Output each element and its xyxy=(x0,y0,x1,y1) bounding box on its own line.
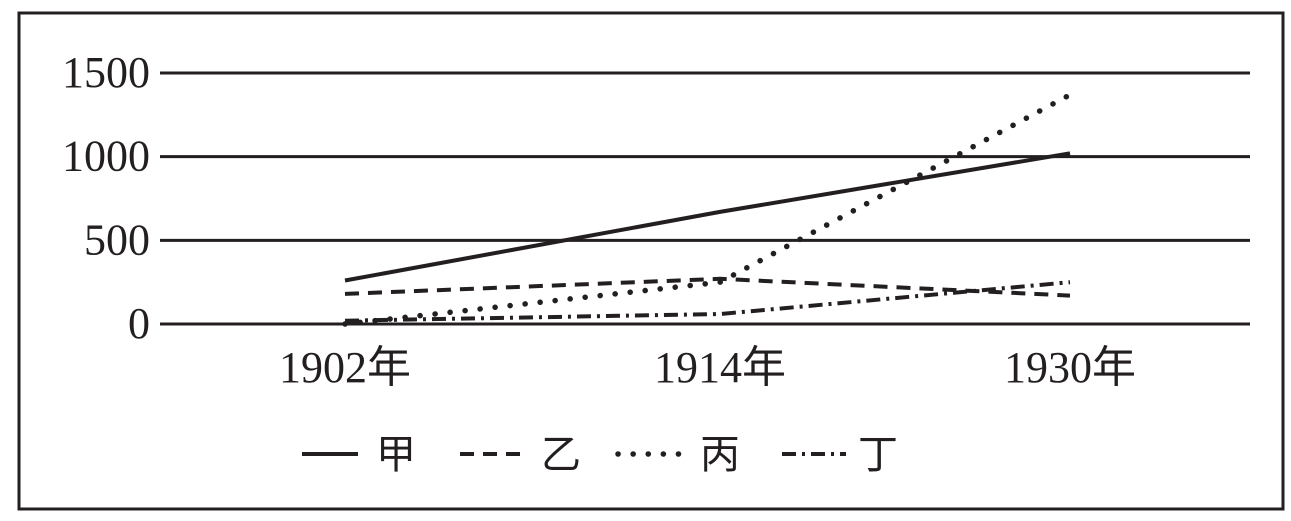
series-lines xyxy=(342,92,1073,327)
series-line-4 xyxy=(344,280,1071,323)
legend-label: 甲 xyxy=(376,432,416,478)
chart-frame xyxy=(17,11,1285,511)
y-tick-label: 1000 xyxy=(62,132,150,181)
grid-lines xyxy=(160,71,1250,326)
series-line-3 xyxy=(342,92,1073,327)
y-tick-label: 1500 xyxy=(62,48,150,97)
series-line-1 xyxy=(344,151,1071,283)
legend-label: 丁 xyxy=(858,432,898,478)
legend-label: 乙 xyxy=(541,432,581,478)
y-tick-labels: 0 500 1000 1500 xyxy=(62,48,150,348)
legend-label: 丙 xyxy=(700,432,740,478)
x-tick-label: 1914年 xyxy=(654,343,786,392)
x-tick-label: 1902年 xyxy=(279,343,411,392)
x-tick-labels: 1902年 1914年 1930年 xyxy=(279,343,1136,392)
y-tick-label: 0 xyxy=(128,299,150,348)
y-tick-label: 500 xyxy=(84,215,150,264)
legend: 甲乙丙丁 xyxy=(302,432,898,478)
x-tick-label: 1930年 xyxy=(1004,343,1136,392)
series-line-2 xyxy=(344,276,1071,298)
